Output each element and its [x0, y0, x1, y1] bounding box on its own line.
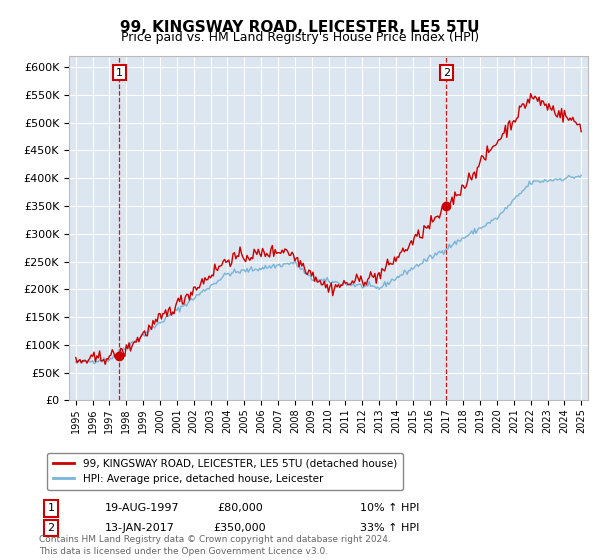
Text: Price paid vs. HM Land Registry's House Price Index (HPI): Price paid vs. HM Land Registry's House …: [121, 31, 479, 44]
Text: 1: 1: [47, 503, 55, 514]
Text: Contains HM Land Registry data © Crown copyright and database right 2024.
This d: Contains HM Land Registry data © Crown c…: [39, 535, 391, 556]
Text: 1: 1: [116, 68, 123, 78]
Text: 33% ↑ HPI: 33% ↑ HPI: [360, 523, 419, 533]
Legend: 99, KINGSWAY ROAD, LEICESTER, LE5 5TU (detached house), HPI: Average price, deta: 99, KINGSWAY ROAD, LEICESTER, LE5 5TU (d…: [47, 452, 403, 491]
Text: £80,000: £80,000: [217, 503, 263, 514]
Text: 10% ↑ HPI: 10% ↑ HPI: [360, 503, 419, 514]
Text: 13-JAN-2017: 13-JAN-2017: [105, 523, 175, 533]
Text: 2: 2: [443, 68, 450, 78]
Text: £350,000: £350,000: [214, 523, 266, 533]
Text: 2: 2: [47, 523, 55, 533]
Text: 19-AUG-1997: 19-AUG-1997: [105, 503, 179, 514]
Text: 99, KINGSWAY ROAD, LEICESTER, LE5 5TU: 99, KINGSWAY ROAD, LEICESTER, LE5 5TU: [120, 20, 480, 35]
